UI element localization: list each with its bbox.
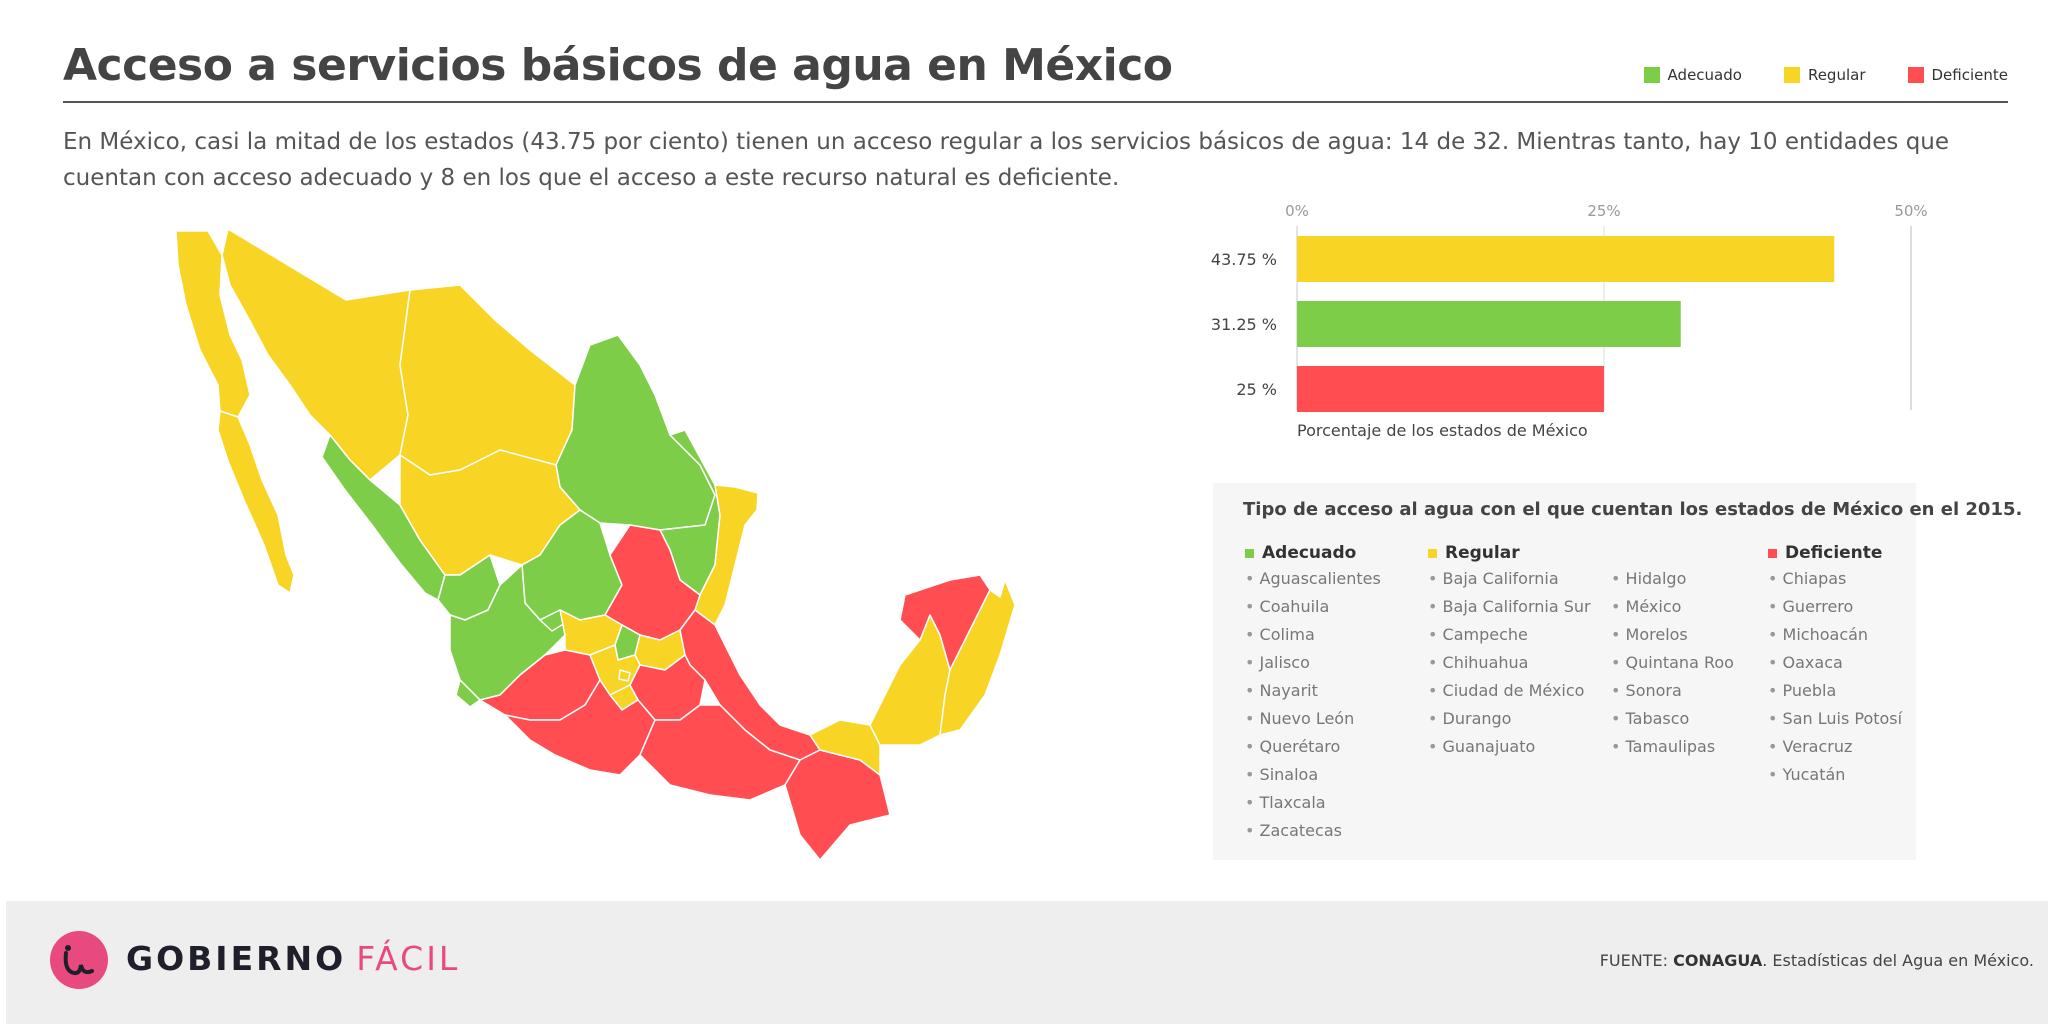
list-item: Nuevo León: [1245, 705, 1381, 733]
column-regular-continued: HidalgoMéxicoMorelosQuintana RooSonoraTa…: [1611, 565, 1734, 761]
column-adecuado: Adecuado AguascalientesCoahuilaColimaJal…: [1245, 541, 1381, 845]
list-item: Chiapas: [1768, 565, 1902, 593]
list-item: Aguascalientes: [1245, 565, 1381, 593]
source-organization: CONAGUA: [1673, 951, 1763, 970]
map-region-coahuila: [555, 334, 716, 531]
legend-item-adecuado: Adecuado: [1643, 66, 1742, 84]
chart-bar-deficiente: [1297, 366, 1604, 412]
legend-label-deficiente: Deficiente: [1931, 66, 2009, 84]
access-types-title: Tipo de acceso al agua con el que cuenta…: [1243, 499, 2023, 520]
list-item: Chihuahua: [1428, 649, 1591, 677]
chart-x-tick-label: 25%: [1587, 202, 1620, 220]
list-item: San Luis Potosí: [1768, 705, 1903, 733]
map-region-oaxaca: [639, 704, 801, 801]
list-item: Colima: [1245, 621, 1381, 649]
chart-x-axis-label: Porcentaje de los estados de México: [1297, 421, 1588, 440]
list-item: Oaxaca: [1768, 649, 1902, 677]
chart-bar-regular: [1297, 236, 1835, 282]
map-region-tamaulipas: [694, 484, 759, 626]
footer: GOBIERNO FÁCIL FUENTE: CONAGUA. Estadísti…: [6, 901, 2048, 1024]
legend-label-regular: Regular: [1807, 66, 1866, 84]
list-item: Nayarit: [1245, 677, 1381, 705]
list-item: Veracruz: [1768, 733, 1902, 761]
list-deficiente: ChiapasGuerreroMichoacánOaxacaPueblaSan …: [1768, 565, 1903, 789]
list-item: Sonora: [1611, 677, 1734, 705]
list-item: Ciudad de México: [1428, 677, 1591, 705]
list-item: Morelos: [1611, 621, 1734, 649]
column-swatch-deficiente: [1768, 548, 1777, 558]
legend-swatch-adecuado: [1643, 67, 1660, 83]
chart-value-label: 25 %: [1236, 380, 1277, 399]
map-region-baja-california: [175, 230, 251, 418]
brand-name-light: FÁCIL: [356, 939, 461, 978]
list-item: México: [1611, 593, 1734, 621]
title-divider: [63, 101, 2008, 103]
mexico-map: [175, 228, 1016, 861]
column-title-regular: Regular: [1445, 543, 1520, 563]
list-item: Puebla: [1768, 677, 1902, 705]
brand-name: GOBIERNO FÁCIL: [126, 939, 460, 978]
map-region-quintana-roo: [939, 579, 1016, 736]
chart-value-label: 31.25 %: [1211, 315, 1277, 334]
list-item: Michoacán: [1768, 621, 1902, 649]
list-item: Querétaro: [1245, 733, 1381, 761]
list-regular-a: Baja CaliforniaBaja California SurCampec…: [1428, 565, 1591, 761]
map-region-chihuahua: [399, 284, 576, 476]
column-head-adecuado: Adecuado: [1245, 541, 1381, 565]
list-item: Tamaulipas: [1611, 733, 1734, 761]
list-item: Guerrero: [1768, 593, 1902, 621]
list-item: Tlaxcala: [1245, 789, 1381, 817]
legend-item-deficiente: Deficiente: [1907, 66, 2009, 84]
map-region-ciudad-de-mexico: [618, 669, 631, 682]
list-item: Tabasco: [1611, 705, 1734, 733]
list-item: Yucatán: [1768, 761, 1902, 789]
page-subtitle: En México, casi la mitad de los estados …: [63, 129, 1950, 191]
map-region-guerrero: [504, 679, 656, 776]
column-head-regular: Regular: [1428, 541, 1591, 565]
column-title-deficiente: Deficiente: [1785, 543, 1883, 563]
column-regular: Regular Baja CaliforniaBaja California S…: [1428, 541, 1591, 761]
list-item: Guanajuato: [1428, 733, 1591, 761]
chart-x-tick-label: 50%: [1894, 202, 1927, 220]
list-item: Quintana Roo: [1611, 649, 1734, 677]
column-title-adecuado: Adecuado: [1262, 543, 1357, 563]
map-region-chiapas: [784, 749, 891, 861]
page-title: Acceso a servicios básicos de agua en Mé…: [63, 40, 1173, 91]
chart-value-label: 43.75 %: [1211, 250, 1277, 269]
list-item: Baja California: [1428, 565, 1591, 593]
list-item: Campeche: [1428, 621, 1591, 649]
legend-label-adecuado: Adecuado: [1667, 66, 1742, 84]
column-swatch-adecuado: [1245, 548, 1254, 558]
list-item: Baja California Sur: [1428, 593, 1591, 621]
list-regular-b: HidalgoMéxicoMorelosQuintana RooSonoraTa…: [1611, 565, 1734, 761]
list-item: Durango: [1428, 705, 1591, 733]
map-region-colima: [455, 679, 481, 708]
legend-item-regular: Regular: [1783, 66, 1866, 84]
map-region-baja-california-sur: [217, 410, 295, 594]
percentage-bar-chart: 0% 25% 50% 43.75 % 31.25 % 25 % Porcentaje d…: [1211, 202, 1928, 440]
source-prefix: FUENTE:: [1599, 951, 1674, 970]
list-item: Sinaloa: [1245, 761, 1381, 789]
map-region-sonora: [221, 228, 411, 481]
column-swatch-regular: [1428, 548, 1437, 558]
access-types-panel: Tipo de acceso al agua con el que cuenta…: [1213, 483, 2022, 860]
list-adecuado: AguascalientesCoahuilaColimaJaliscoNayar…: [1245, 565, 1381, 845]
chart-bar-adecuado: [1297, 301, 1681, 347]
color-legend: Adecuado Regular Deficiente: [1643, 66, 2009, 84]
column-head-deficiente: Deficiente: [1768, 541, 1902, 565]
brand-name-bold: GOBIERNO: [126, 939, 347, 978]
source-note: FUENTE: CONAGUA. Estadísticas del Agua e…: [1600, 951, 2034, 970]
list-item: Jalisco: [1245, 649, 1381, 677]
gobierno-facil-logo-icon: [50, 931, 108, 989]
column-deficiente: Deficiente ChiapasGuerreroMichoacánOaxac…: [1768, 541, 1902, 789]
legend-swatch-regular: [1783, 67, 1800, 83]
list-item: Zacatecas: [1245, 817, 1381, 845]
legend-swatch-deficiente: [1907, 67, 1924, 83]
map-region-campeche: [869, 614, 951, 746]
list-item: Hidalgo: [1611, 565, 1734, 593]
source-description: . Estadísticas del Agua en México.: [1762, 951, 2034, 970]
list-item: Coahuila: [1245, 593, 1381, 621]
chart-x-tick-label: 0%: [1285, 202, 1309, 220]
